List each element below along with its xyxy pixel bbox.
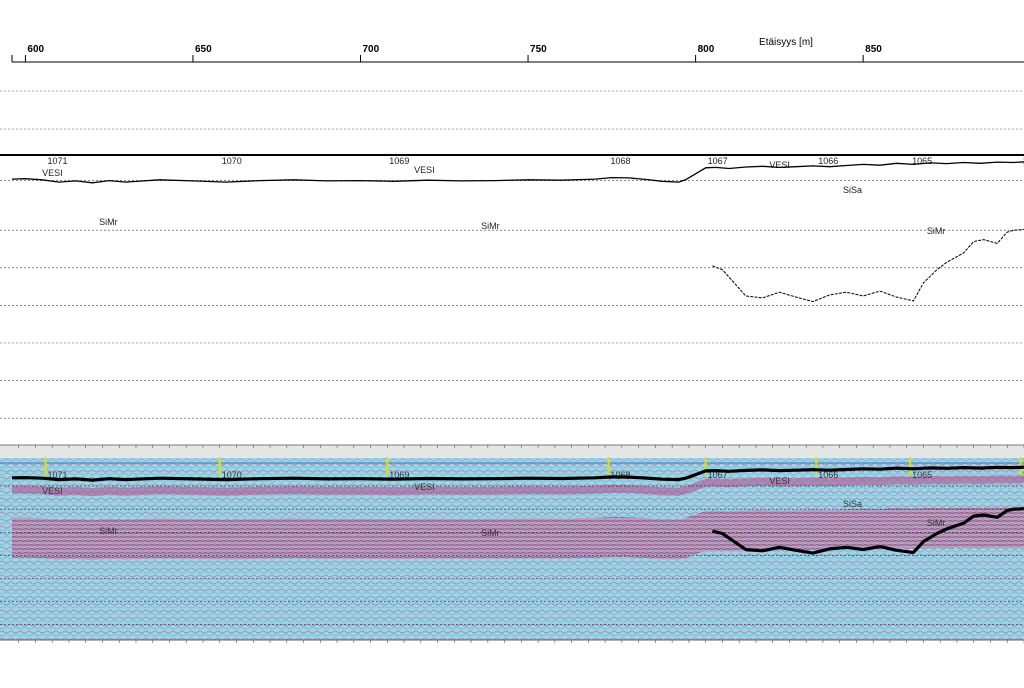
layer-label: SiMr	[481, 221, 500, 231]
station-label: 1066	[818, 470, 838, 480]
layer-label: VESI	[769, 476, 790, 486]
layer-label: SiMr	[99, 217, 118, 227]
layer-label: VESI	[414, 165, 435, 175]
station-label: 1067	[708, 470, 728, 480]
station-label: 1071	[48, 156, 68, 166]
station-label: 1065	[912, 470, 932, 480]
bedrock-horizon-line	[712, 228, 1024, 303]
seabed-horizon-line	[11, 465, 1024, 482]
layer-label: SiSa	[843, 499, 862, 509]
section-header-strip	[0, 445, 1024, 458]
station-label: 1064	[1023, 156, 1024, 166]
layer-label: VESI	[414, 482, 435, 492]
layer-label: SiMr	[99, 526, 118, 536]
x-axis: 600 650 700 750 800 850	[11, 44, 1024, 63]
x-tick-label: 700	[363, 44, 380, 55]
bedrock-horizon-line	[712, 507, 1024, 555]
station-label: 1065	[912, 156, 932, 166]
interpretation-panel: 1071 1070 1069 1068 1067 1066 1065 1064 VESI VESI…	[0, 90, 1024, 419]
x-tick-label: 850	[865, 44, 882, 55]
reflection-band	[12, 507, 1024, 561]
station-label: 1064	[1023, 470, 1024, 480]
station-label: 1066	[818, 156, 838, 166]
seismic-section-panel: 1071 1070 1069 1068 1067 1066 1065 1064 VESI VESI…	[0, 444, 1024, 643]
station-label: 1070	[222, 156, 242, 166]
layer-label: SiSa	[843, 185, 862, 195]
seabed-horizon-line	[11, 161, 1024, 184]
layer-label: VESI	[769, 160, 790, 170]
layer-label: SiMr	[927, 518, 946, 528]
station-label: 1068	[610, 156, 630, 166]
x-tick-label: 800	[698, 44, 715, 55]
x-tick-label: 600	[27, 44, 44, 55]
layer-label: VESI	[42, 168, 63, 178]
x-axis-label: Etäisyys [m]	[759, 37, 813, 48]
station-label: 1071	[48, 470, 68, 480]
layer-label: SiMr	[481, 528, 500, 538]
station-label: 1068	[610, 470, 630, 480]
station-label: 1070	[222, 470, 242, 480]
layer-label: VESI	[42, 486, 63, 496]
x-tick-label: 750	[530, 44, 547, 55]
station-label: 1067	[708, 156, 728, 166]
station-label: 1069	[389, 156, 409, 166]
station-label: 1069	[389, 470, 409, 480]
seabed-reflection	[12, 475, 1024, 497]
layer-label: SiMr	[927, 226, 946, 236]
x-tick-label: 650	[195, 44, 212, 55]
